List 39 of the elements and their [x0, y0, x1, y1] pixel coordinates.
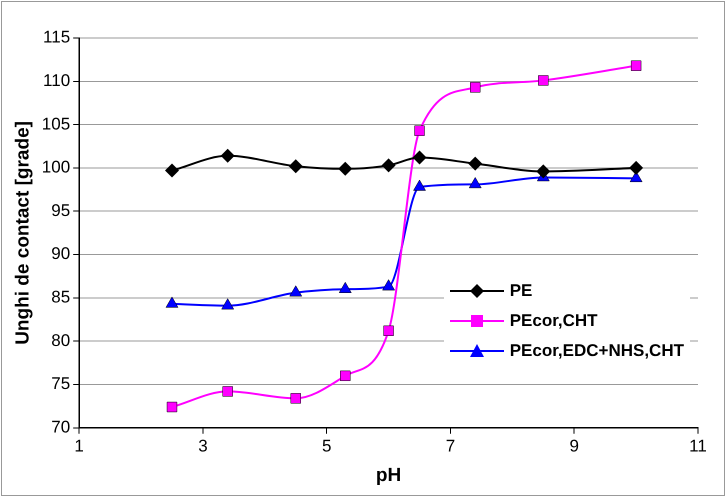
x-tick-label: 11: [689, 436, 707, 456]
y-tick-label: 75: [51, 374, 70, 394]
y-tick-label: 90: [51, 244, 70, 264]
legend-label: PEcor,EDC+NHS,CHT: [510, 340, 684, 361]
point: [288, 159, 303, 174]
legend-label: PE: [510, 280, 532, 301]
point: [222, 386, 233, 397]
point: [536, 164, 550, 178]
y-tick-label: 115: [43, 28, 70, 47]
point: [538, 75, 548, 86]
y-tick-label: 105: [42, 114, 70, 134]
y-tick-label: 80: [51, 330, 70, 350]
point: [629, 160, 644, 175]
x-tick-label: 7: [446, 436, 456, 456]
legend-label: PEcor,CHT: [510, 310, 598, 331]
point: [630, 60, 642, 71]
y-tick-label: 85: [51, 288, 70, 307]
point: [220, 148, 235, 163]
point: [290, 393, 301, 404]
x-axis-title: pH: [376, 464, 402, 486]
x-tick-label: 5: [322, 436, 332, 456]
point: [338, 162, 352, 176]
point: [468, 156, 482, 171]
point: [383, 326, 394, 336]
point: [412, 150, 427, 165]
point: [340, 370, 350, 382]
x-tick-label: 1: [74, 436, 84, 456]
y-tick-label: 110: [43, 71, 70, 90]
y-tick-label: 95: [51, 200, 70, 220]
point: [414, 125, 425, 136]
y-tick-label: 100: [42, 158, 70, 177]
x-tick-label: 9: [570, 436, 579, 456]
point: [166, 402, 178, 412]
y-tick-label: 70: [51, 417, 70, 436]
point: [470, 82, 480, 93]
point: [382, 158, 396, 172]
point: [164, 164, 179, 178]
y-axis-title: Unghi de contact [grade]: [12, 121, 34, 345]
x-tick-label: 3: [198, 436, 208, 456]
